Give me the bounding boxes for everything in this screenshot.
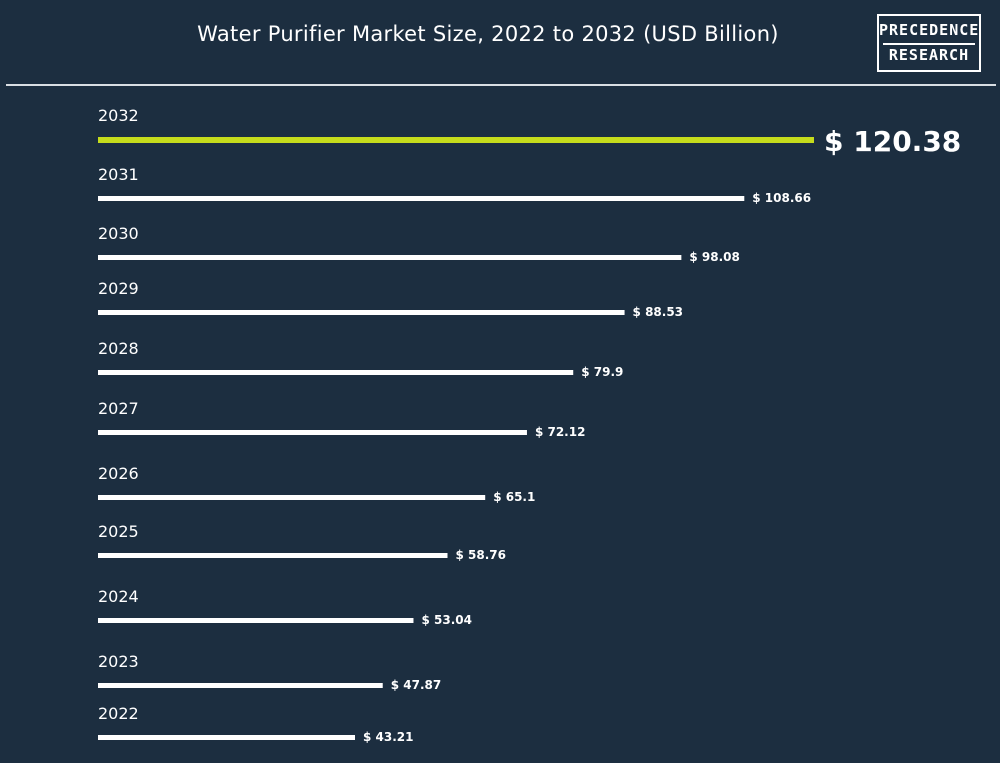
bar-2030: [98, 255, 682, 260]
precedence-research-logo: PRECEDENCE RESEARCH: [877, 14, 981, 72]
bar-2029: [98, 310, 625, 315]
header-divider: [6, 84, 996, 86]
value-label-2032: $ 120.38: [824, 125, 961, 158]
bar-2032: [98, 137, 814, 143]
year-label-2024: 2024: [98, 587, 139, 606]
year-label-2027: 2027: [98, 399, 139, 418]
logo-text-line1: PRECEDENCE: [879, 21, 980, 39]
value-label-2025: $ 58.76: [455, 548, 505, 562]
bar-2024: [98, 618, 414, 623]
bar-2023: [98, 683, 383, 688]
logo-separator: [883, 43, 975, 45]
value-label-2028: $ 79.9: [581, 365, 623, 379]
year-label-2031: 2031: [98, 165, 139, 184]
bar-2026: [98, 495, 486, 500]
bar-2025: [98, 553, 448, 558]
year-label-2030: 2030: [98, 224, 139, 243]
year-label-2025: 2025: [98, 522, 139, 541]
year-label-2032: 2032: [98, 106, 139, 125]
bar-2027: [98, 430, 527, 435]
value-label-2031: $ 108.66: [752, 191, 811, 205]
logo-text-line2: RESEARCH: [888, 46, 970, 64]
value-label-2024: $ 53.04: [421, 613, 471, 627]
year-label-2028: 2028: [98, 339, 139, 358]
year-label-2023: 2023: [98, 652, 139, 671]
year-label-2022: 2022: [98, 704, 139, 723]
value-label-2026: $ 65.1: [493, 490, 535, 504]
value-label-2030: $ 98.08: [689, 250, 739, 264]
year-label-2029: 2029: [98, 279, 139, 298]
value-label-2023: $ 47.87: [391, 678, 441, 692]
chart-title: Water Purifier Market Size, 2022 to 2032…: [197, 22, 779, 46]
bar-2022: [98, 735, 356, 740]
value-label-2022: $ 43.21: [363, 730, 413, 744]
value-label-2027: $ 72.12: [535, 425, 585, 439]
value-label-2029: $ 88.53: [633, 305, 683, 319]
year-label-2026: 2026: [98, 464, 139, 483]
bar-2028: [98, 370, 574, 375]
bar-2031: [98, 196, 745, 201]
